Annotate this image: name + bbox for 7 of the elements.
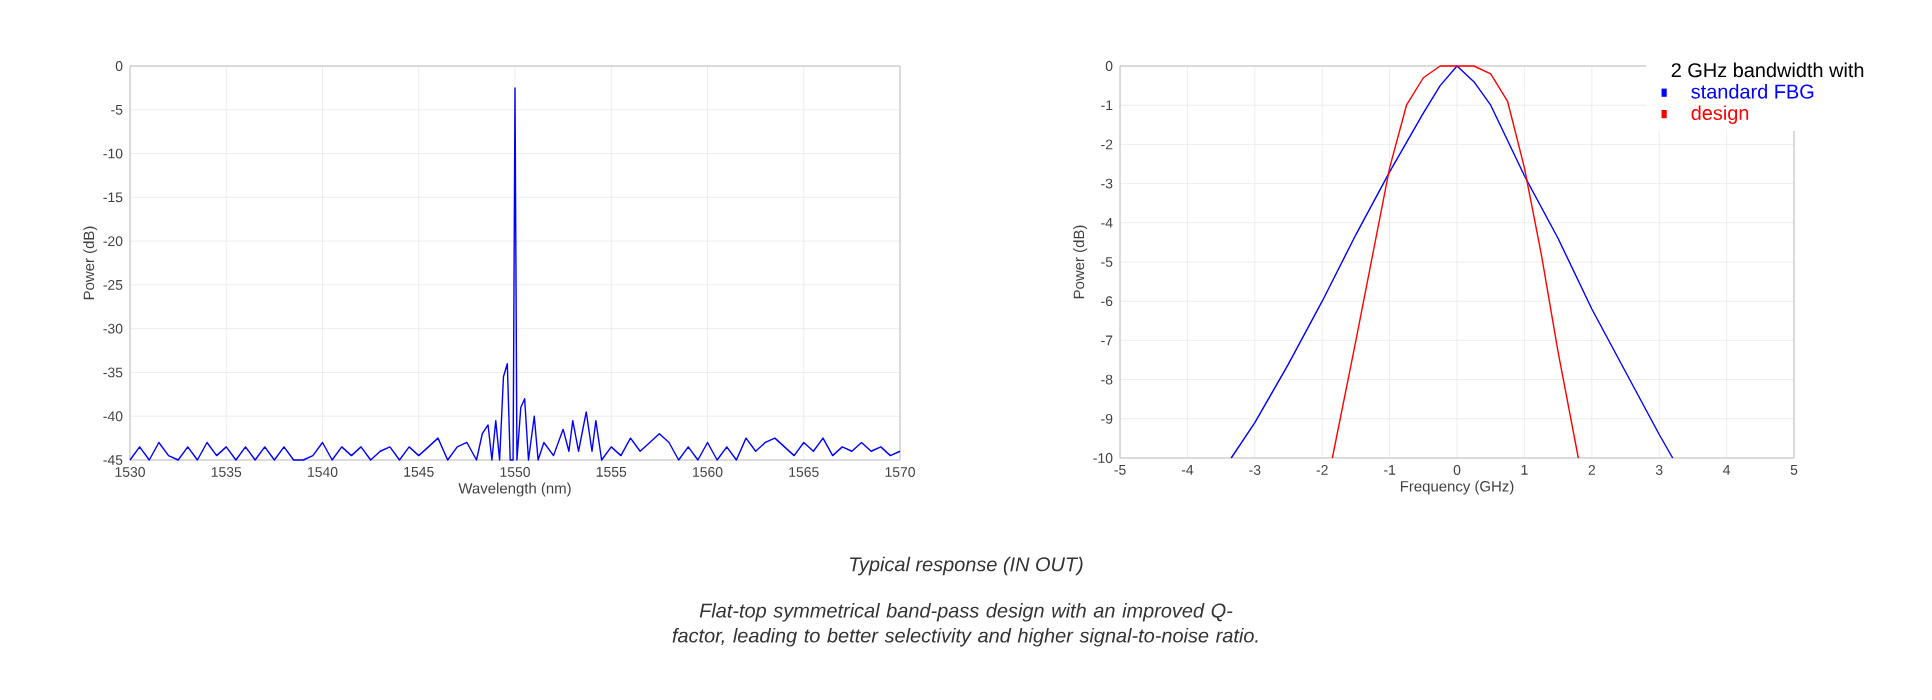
text: Flat-top symmetrical band-pass design with an improved Q-factor, leading to better selectivity and higher signal-to-noise ratio. [672,603,1258,647]
line-series [129,87,901,461]
line-series [1230,65,1674,459]
legend-label: design [1691,105,1749,124]
legend-title: 2 GHz bandwidth with [1671,62,1864,78]
legend-label: standard FBG [1691,84,1814,99]
text: Typical response (IN OUT) [850,556,1083,576]
